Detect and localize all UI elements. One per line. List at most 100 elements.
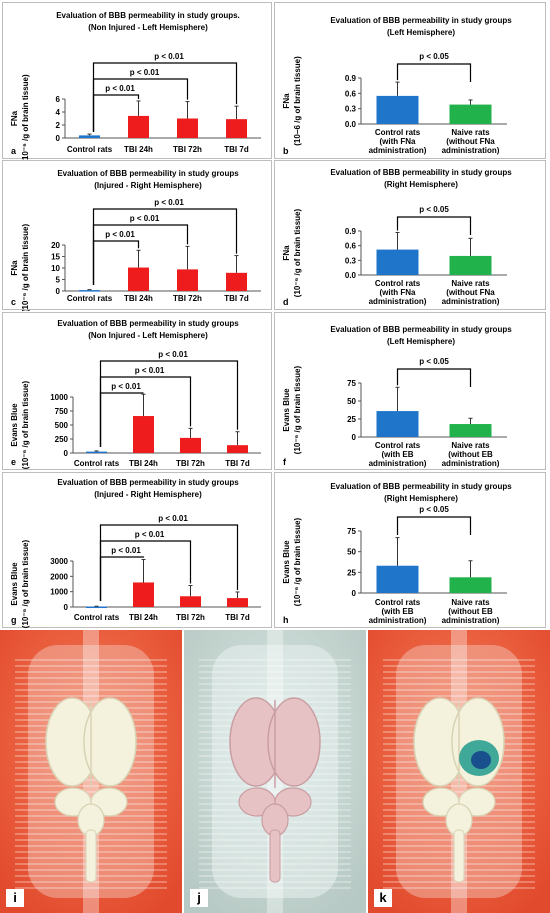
chart-svg-h: Evaluation of BBB permeability in study … — [282, 482, 512, 625]
x-tick-label-g: TBI 7d — [225, 613, 250, 622]
y-axis-label-h: (10⁻⁶ /g of brain tissue) — [293, 517, 302, 606]
significance-label-d: p < 0.05 — [419, 205, 449, 214]
bar-g-3 — [227, 598, 248, 607]
photo-svg-k — [368, 630, 550, 913]
significance-label-a-1: p < 0.01 — [130, 68, 160, 77]
photo-label-k: k — [374, 889, 392, 907]
x-tick-label-b: administration) — [442, 146, 500, 155]
chart-panel-d: Evaluation of BBB permeability in study … — [274, 160, 546, 310]
bar-c-1 — [128, 267, 149, 291]
x-tick-label-g: TBI 72h — [176, 613, 205, 622]
y-axis-label-f: Evans Blue — [282, 388, 291, 432]
panel-letter-e: e — [11, 457, 16, 467]
evans-blue-core — [471, 751, 491, 769]
spinal-cord — [269, 829, 281, 883]
y-axis-label-e: Evans Blue — [10, 403, 19, 447]
x-tick-label-h: (without EB — [448, 607, 493, 616]
y-axis-label-d: FNa — [282, 245, 291, 261]
y-tick-label-d: 0.6 — [345, 242, 357, 251]
bar-e-1 — [133, 416, 154, 453]
x-tick-label-e: Control rats — [74, 459, 120, 468]
y-axis-label-a: (10⁻⁶ /g of brain tissue) — [21, 74, 30, 160]
chart-panel-f: Evaluation of BBB permeability in study … — [274, 312, 546, 470]
y-tick-label-e: 0 — [64, 449, 69, 458]
bar-e-2 — [180, 437, 201, 453]
y-tick-label-d: 0.0 — [345, 271, 357, 280]
y-axis-label-g: Evans Blue — [10, 562, 19, 606]
chart-svg-d: Evaluation of BBB permeability in study … — [282, 168, 512, 307]
y-axis-label-c: (10⁻⁶ /g of brain tissue) — [21, 223, 30, 311]
brain-right-hemisphere — [83, 697, 137, 787]
significance-label-g-2: p < 0.01 — [158, 514, 188, 523]
significance-label-g-0: p < 0.01 — [111, 546, 141, 555]
significance-label-e-1: p < 0.01 — [135, 366, 165, 375]
y-tick-label-h: 0 — [352, 589, 357, 598]
x-tick-label-h: Naive rats — [451, 598, 490, 607]
significance-bracket-a-2 — [92, 62, 238, 132]
chart-title-h: Evaluation of BBB permeability in study … — [330, 482, 512, 491]
x-tick-label-f: administration) — [442, 459, 500, 468]
significance-label-e-2: p < 0.01 — [158, 350, 188, 359]
y-axis-label-e: (10⁻⁶ /g of brain tissue) — [21, 380, 30, 469]
y-tick-label-g: 0 — [64, 603, 69, 612]
y-tick-label-f: 0 — [352, 433, 357, 442]
photo-svg-j — [184, 630, 366, 913]
y-tick-label-d: 0.3 — [345, 256, 357, 265]
y-axis-label-h: Evans Blue — [282, 540, 291, 584]
x-tick-label-d: Naive rats — [451, 279, 490, 288]
x-tick-label-c: TBI 72h — [173, 294, 202, 303]
photo-label-i: i — [6, 889, 24, 907]
x-tick-label-b: Naive rats — [451, 128, 490, 137]
chart-svg-e: Evaluation of BBB permeability in study … — [10, 319, 261, 469]
x-tick-label-b: (with FNa — [380, 137, 417, 146]
y-tick-label-f: 50 — [347, 397, 356, 406]
y-axis-label-c: FNa — [10, 260, 19, 276]
bar-h-0 — [376, 565, 419, 593]
bar-a-2 — [177, 118, 198, 138]
x-tick-label-h: Control rats — [375, 598, 421, 607]
bar-g-1 — [133, 582, 154, 607]
x-tick-label-c: TBI 7d — [224, 294, 249, 303]
y-tick-label-b: 0.9 — [345, 74, 357, 83]
y-tick-label-e: 1000 — [50, 393, 68, 402]
y-tick-label-c: 0 — [56, 287, 61, 296]
y-tick-label-h: 25 — [347, 568, 356, 577]
y-tick-label-b: 0.3 — [345, 105, 357, 114]
y-tick-label-e: 250 — [55, 435, 69, 444]
chart-title-f: Evaluation of BBB permeability in study … — [330, 325, 512, 334]
chart-svg-a: Evaluation of BBB permeability in study … — [10, 11, 261, 160]
bar-a-1 — [128, 115, 149, 138]
x-tick-label-b: administration) — [369, 146, 427, 155]
y-tick-label-e: 750 — [55, 407, 69, 416]
y-tick-label-a: 2 — [56, 121, 61, 130]
bar-b-1 — [449, 104, 492, 124]
significance-label-g-1: p < 0.01 — [135, 530, 165, 539]
x-tick-label-d: administration) — [369, 297, 427, 306]
significance-bracket-b — [396, 63, 472, 82]
photo-label-j: j — [190, 889, 208, 907]
chart-title-g: (Injured - Right Hemisphere) — [94, 490, 202, 499]
significance-label-e-0: p < 0.01 — [111, 382, 141, 391]
chart-title-c: (Injured - Right Hemisphere) — [94, 181, 202, 190]
y-tick-label-h: 50 — [347, 548, 356, 557]
chart-title-c: Evaluation of BBB permeability in study … — [57, 169, 239, 178]
panel-letter-h: h — [283, 615, 289, 625]
y-tick-label-c: 10 — [51, 264, 60, 273]
significance-bracket-e-2 — [99, 360, 239, 447]
chart-panel-e: Evaluation of BBB permeability in study … — [2, 312, 272, 470]
chart-title-e: (Non Injured - Left Hemisphere) — [88, 331, 208, 340]
y-tick-label-c: 20 — [51, 241, 60, 250]
brain-photo-k: k — [368, 630, 550, 913]
significance-label-c-2: p < 0.01 — [154, 198, 184, 207]
x-tick-label-a: TBI 72h — [173, 145, 202, 154]
x-tick-label-e: TBI 7d — [225, 459, 250, 468]
bar-e-3 — [227, 445, 248, 453]
y-tick-label-b: 0.6 — [345, 89, 357, 98]
bar-b-0 — [376, 95, 419, 124]
significance-label-a-2: p < 0.01 — [154, 52, 184, 61]
panel-letter-f: f — [283, 457, 287, 467]
panel-letter-d: d — [283, 297, 289, 307]
brain-right-hemisphere — [267, 697, 321, 787]
chart-panel-g: Evaluation of BBB permeability in study … — [2, 472, 272, 628]
bar-g-0 — [86, 606, 107, 609]
